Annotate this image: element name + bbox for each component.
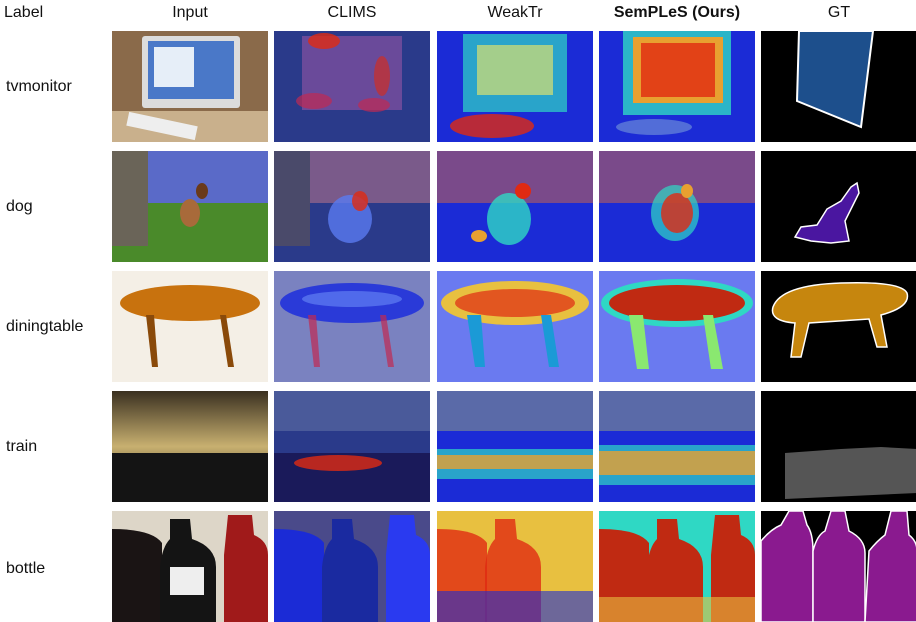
- clims-map-dog: [274, 151, 430, 262]
- clims-map-tvmonitor: [274, 31, 430, 142]
- row-label-bottle: bottle: [6, 560, 46, 577]
- input-image-bottle: [112, 511, 268, 622]
- clims-map-train: [274, 391, 430, 502]
- input-image-train: [112, 391, 268, 502]
- column-header-clims: CLIMS: [327, 4, 377, 21]
- row-label-diningtable: diningtable: [6, 318, 84, 335]
- weaktr-map-bottle: [437, 511, 593, 622]
- input-image-diningtable: [112, 271, 268, 382]
- column-header-label: Label: [4, 4, 44, 21]
- column-header-input: Input: [172, 4, 208, 21]
- gt-mask-tvmonitor: [761, 31, 916, 142]
- row-label-tvmonitor: tvmonitor: [6, 78, 72, 95]
- gt-mask-bottle: [761, 511, 916, 622]
- clims-map-bottle: [274, 511, 430, 622]
- gt-mask-diningtable: [761, 271, 916, 382]
- input-image-dog: [112, 151, 268, 262]
- row-label-train: train: [6, 438, 38, 455]
- column-header-gt: GT: [827, 4, 851, 21]
- column-header-weaktr: WeakTr: [487, 4, 543, 21]
- semples-map-tvmonitor: [599, 31, 755, 142]
- gt-mask-dog: [761, 151, 916, 262]
- weaktr-map-train: [437, 391, 593, 502]
- row-label-dog: dog: [6, 198, 33, 215]
- column-header-semples: SemPLeS (Ours): [613, 4, 741, 21]
- weaktr-map-tvmonitor: [437, 31, 593, 142]
- clims-map-diningtable: [274, 271, 430, 382]
- semples-map-dog: [599, 151, 755, 262]
- semples-map-diningtable: [599, 271, 755, 382]
- gt-mask-train: [761, 391, 916, 502]
- semples-map-bottle: [599, 511, 755, 622]
- weaktr-map-diningtable: [437, 271, 593, 382]
- input-image-tvmonitor: [112, 31, 268, 142]
- weaktr-map-dog: [437, 151, 593, 262]
- semples-map-train: [599, 391, 755, 502]
